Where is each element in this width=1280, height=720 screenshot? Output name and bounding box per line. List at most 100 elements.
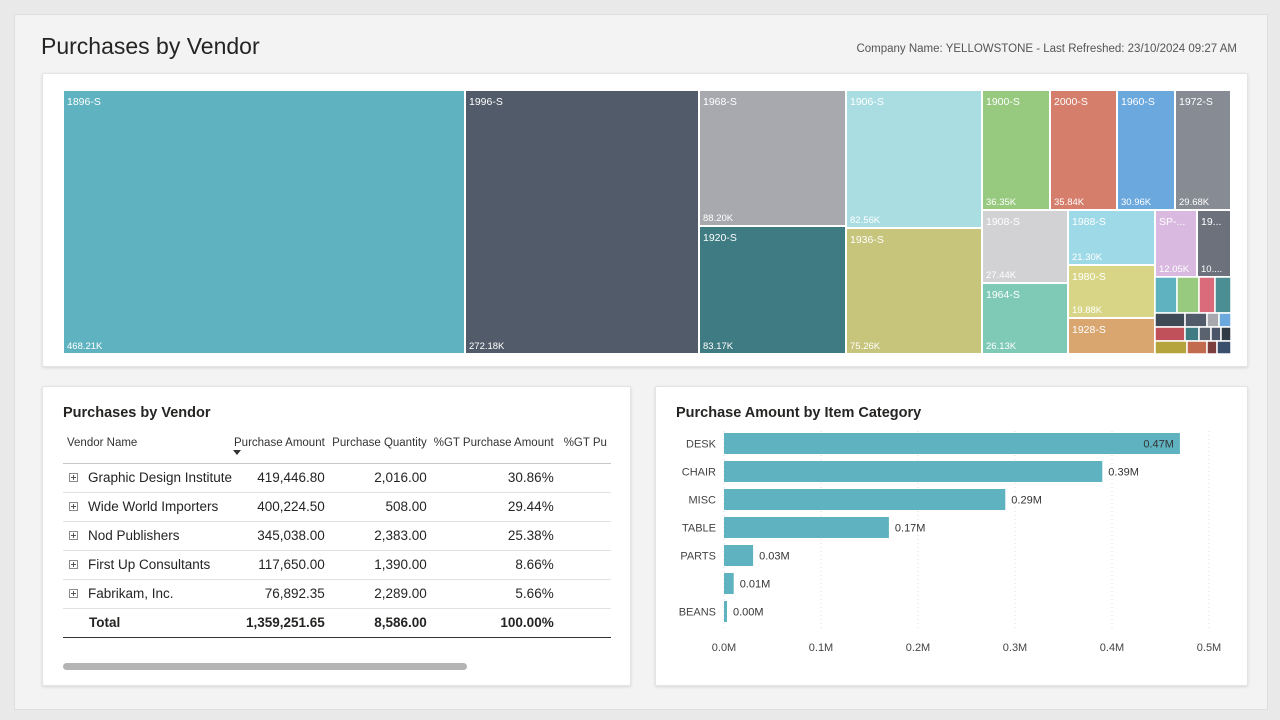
- treemap-small-tile[interactable]: [1154, 312, 1186, 328]
- treemap-tile[interactable]: 2000-S 35.84K: [1049, 90, 1118, 211]
- treemap-tile-rect: [1196, 209, 1231, 278]
- col-header-purchase-amount-label: Purchase Amount: [234, 437, 325, 449]
- chart-title: Purchase Amount by Item Category: [676, 405, 922, 421]
- y-category-label: BEANS: [679, 607, 716, 619]
- y-category-label: TABLE: [682, 523, 716, 535]
- treemap-tile-label: 1968-S: [703, 96, 737, 108]
- table-viewport: Vendor Name Purchase Amount Purchase Qua…: [63, 429, 611, 639]
- bar-data-label: 0.39M: [1108, 467, 1139, 479]
- vendor-name: Graphic Design Institute: [88, 470, 233, 485]
- total-amount: 1,359,251.65: [233, 607, 331, 638]
- col-header-purchase-quantity[interactable]: Purchase Quantity: [330, 429, 433, 464]
- expand-icon[interactable]: [69, 588, 78, 598]
- vendor-table: Vendor Name Purchase Amount Purchase Qua…: [63, 429, 611, 638]
- treemap-tile-label: 1960-S: [1121, 96, 1155, 108]
- treemap-tile[interactable]: 1996-S 272.18K: [464, 90, 700, 354]
- bar[interactable]: [724, 517, 889, 538]
- treemap-tile[interactable]: 1928-S: [1067, 317, 1156, 354]
- treemap-tile-rect: [464, 90, 700, 354]
- treemap-small-tile[interactable]: [1154, 326, 1186, 342]
- treemap-small-tile[interactable]: [1210, 326, 1222, 342]
- bar[interactable]: [724, 433, 1180, 454]
- treemap-tile[interactable]: 1896-S 468.21K: [63, 90, 466, 354]
- treemap-small-tile[interactable]: [1218, 312, 1231, 328]
- table-row[interactable]: Graphic Design Institute 419,446.80 2,01…: [63, 463, 611, 493]
- expand-icon[interactable]: [69, 530, 78, 540]
- treemap-tile[interactable]: 1906-S 82.56K: [845, 90, 983, 229]
- treemap-small-tile[interactable]: [1198, 276, 1216, 314]
- vendor-treemap[interactable]: 1896-S468.21K1996-S272.18K1968-S88.20K19…: [63, 90, 1231, 354]
- purchase-quantity: 2,016.00: [330, 463, 433, 493]
- col-header-gt-purchase-amount[interactable]: %GT Purchase Amount: [432, 429, 560, 464]
- treemap-small-tile[interactable]: [1214, 276, 1231, 314]
- treemap-tile[interactable]: 19... 10....: [1196, 209, 1231, 278]
- treemap-tile[interactable]: 1968-S 88.20K: [698, 90, 847, 227]
- treemap-small-tile[interactable]: [1154, 340, 1188, 354]
- treemap-tile-value: 88.20K: [703, 213, 734, 224]
- treemap-small-tile[interactable]: [1216, 340, 1231, 354]
- treemap-tile-label: 1972-S: [1179, 96, 1213, 108]
- treemap-small-tile[interactable]: [1184, 312, 1208, 328]
- treemap-tile[interactable]: 1964-S 26.13K: [981, 282, 1069, 354]
- page-title: Purchases by Vendor: [41, 33, 260, 59]
- treemap-tile-label: 1908-S: [986, 216, 1020, 228]
- treemap-tile-rect: [1067, 317, 1156, 354]
- table-row[interactable]: Wide World Importers 400,224.50 508.00 2…: [63, 492, 611, 522]
- treemap-small-tile[interactable]: [1206, 340, 1218, 354]
- vendor-name: Nod Publishers: [88, 528, 180, 543]
- category-chart-card: Purchase Amount by Item Category 0.0M 0.1…: [655, 386, 1248, 686]
- expand-icon[interactable]: [69, 559, 78, 569]
- x-tick-label: 0.5M: [1197, 642, 1221, 654]
- treemap-tile-value: 272.18K: [469, 341, 505, 352]
- treemap-small-tile[interactable]: [1220, 326, 1231, 342]
- treemap-small-tile[interactable]: [1186, 340, 1208, 354]
- col-header-purchase-amount[interactable]: Purchase Amount: [233, 429, 331, 464]
- treemap-tile-label: 1896-S: [67, 96, 101, 108]
- treemap-tile[interactable]: 1960-S 30.96K: [1116, 90, 1176, 211]
- treemap-small-tile[interactable]: [1184, 326, 1200, 342]
- treemap-tile-rect: [63, 90, 466, 354]
- treemap-tile-rect: [981, 209, 1069, 284]
- treemap-tile[interactable]: SP-... 12.05K: [1154, 209, 1198, 278]
- bar[interactable]: [724, 601, 727, 622]
- table-row[interactable]: Nod Publishers 345,038.00 2,383.00 25.38…: [63, 521, 611, 551]
- col-header-vendor-name[interactable]: Vendor Name: [63, 429, 233, 464]
- treemap-tile[interactable]: 1908-S 27.44K: [981, 209, 1069, 284]
- treemap-tile-rect: [1174, 90, 1231, 211]
- treemap-tile[interactable]: 1900-S 36.35K: [981, 90, 1051, 211]
- treemap-card: 1896-S 468.21K 1996-S 272.18K 1968-S 88.20K 19…: [42, 73, 1248, 367]
- treemap-tile-value: 83.17K: [703, 341, 734, 352]
- expand-icon[interactable]: [69, 472, 78, 482]
- col-header-gt-truncated[interactable]: %GT Pu: [559, 429, 611, 464]
- treemap-tile-value: 75.26K: [850, 341, 881, 352]
- total-truncated-cell: [559, 607, 611, 638]
- treemap-tile[interactable]: 1936-S 75.26K: [845, 227, 983, 354]
- treemap-small-tile[interactable]: [1176, 276, 1200, 314]
- treemap-tile[interactable]: 1988-S 21.30K: [1067, 209, 1156, 266]
- expand-icon[interactable]: [69, 501, 78, 511]
- treemap-tile-value: 35.84K: [1054, 197, 1085, 208]
- category-bar-chart[interactable]: 0.0M 0.1M 0.2M 0.3M 0.4M 0.5M DESK 0.47M CHAIR 0.…: [656, 427, 1249, 677]
- bar[interactable]: [724, 461, 1103, 482]
- bar[interactable]: [724, 545, 754, 566]
- report-page: Purchases by Vendor Company Name: YELLOW…: [14, 14, 1268, 710]
- treemap-tile[interactable]: 1920-S 83.17K: [698, 225, 847, 354]
- treemap-tile-rect: [1067, 264, 1156, 319]
- bar[interactable]: [724, 573, 734, 594]
- total-quantity: 8,586.00: [330, 607, 433, 638]
- treemap-tile-label: 1906-S: [850, 96, 884, 108]
- gt-truncated-cell: [559, 550, 611, 580]
- treemap-small-tile[interactable]: [1198, 326, 1212, 342]
- table-row[interactable]: Fabrikam, Inc. 76,892.35 2,289.00 5.66%: [63, 579, 611, 609]
- gt-purchase-amount: 5.66%: [432, 579, 560, 609]
- treemap-small-tile[interactable]: [1154, 276, 1178, 314]
- table-row[interactable]: First Up Consultants 117,650.00 1,390.00…: [63, 550, 611, 580]
- treemap-tile[interactable]: 1980-S 19.88K: [1067, 264, 1156, 319]
- treemap-tile[interactable]: 1972-S 29.68K: [1174, 90, 1231, 211]
- treemap-tile-rect: [698, 225, 847, 354]
- horizontal-scrollbar[interactable]: [63, 663, 467, 670]
- bar[interactable]: [724, 489, 1006, 510]
- treemap-small-tile[interactable]: [1206, 312, 1220, 328]
- treemap-tile-label: 19...: [1201, 216, 1221, 228]
- bar-data-label: 0.17M: [895, 523, 926, 535]
